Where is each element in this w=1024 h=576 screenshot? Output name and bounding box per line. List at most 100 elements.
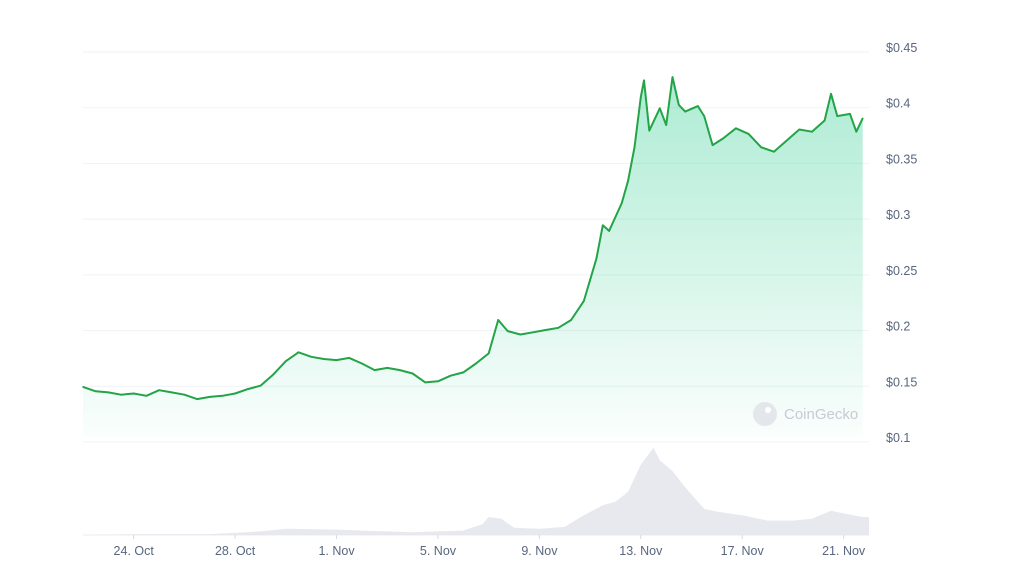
y-tick-label: $0.1 (886, 431, 910, 445)
gecko-logo-icon (753, 402, 777, 426)
y-tick-label: $0.3 (886, 208, 910, 222)
price-line (82, 76, 864, 401)
price-point (570, 319, 572, 321)
price-point (183, 393, 186, 396)
price-point (583, 300, 585, 302)
price-point (335, 359, 338, 361)
price-point (697, 105, 699, 107)
y-tick-label: $0.45 (886, 41, 917, 55)
price-point (132, 392, 135, 395)
price-point (82, 386, 84, 388)
y-tick-label: $0.35 (886, 152, 917, 166)
volume-histogram (83, 447, 869, 535)
x-tick-label: 28. Oct (215, 544, 256, 558)
x-tick-label: 5. Nov (420, 544, 457, 558)
price-point (823, 119, 826, 122)
price-point (557, 327, 560, 329)
price-point (209, 396, 211, 398)
price-point (170, 391, 173, 394)
price-point (711, 144, 714, 146)
price-point (247, 388, 249, 390)
volume-area (83, 447, 869, 535)
coingecko-watermark: CoinGecko (753, 402, 858, 426)
price-point (678, 104, 680, 106)
x-tick-label: 13. Nov (619, 544, 663, 558)
price-point (506, 330, 509, 332)
gecko-logo-eye-icon (765, 407, 771, 413)
x-tick-label: 21. Nov (822, 544, 866, 558)
price-point (849, 113, 851, 115)
price-point (595, 257, 598, 260)
price-point (519, 333, 522, 336)
price-point (120, 393, 122, 396)
price-point (648, 129, 651, 132)
price-point (703, 115, 705, 117)
watermark-text: CoinGecko (784, 406, 858, 423)
price-point (259, 384, 262, 387)
price-point (811, 130, 813, 133)
price-point (735, 127, 737, 130)
price-point (310, 356, 313, 358)
price-point (643, 79, 645, 82)
price-point (747, 133, 750, 135)
price-point (773, 150, 775, 153)
price-point (462, 371, 465, 374)
price-area (83, 77, 863, 437)
price-point (348, 357, 351, 359)
price-point (798, 128, 801, 131)
price-point (836, 115, 839, 117)
y-tick-label: $0.25 (886, 264, 917, 278)
price-point (399, 369, 401, 371)
price-point (627, 179, 629, 182)
y-tick-label: $0.2 (886, 320, 910, 334)
price-point (424, 381, 427, 384)
x-axis: 24. Oct 28. Oct 1. Nov 5. Nov 9. Nov 13. Nov 1… (114, 535, 866, 558)
price-point (785, 139, 788, 142)
price-point (94, 390, 97, 393)
price-point (361, 362, 363, 365)
price-point (285, 360, 287, 363)
price-point (665, 124, 667, 126)
price-point (449, 374, 452, 377)
price-point (323, 358, 325, 360)
price-point (633, 146, 636, 149)
y-tick-label: $0.4 (886, 97, 910, 111)
price-point (297, 351, 300, 354)
price-point (196, 398, 198, 400)
price-point (411, 372, 414, 375)
price-point (659, 107, 661, 110)
price-line-layer (82, 76, 864, 401)
y-axis: $0.45 $0.4 $0.35 $0.3 $0.25 $0.2 $0.15 $0.1 (886, 41, 917, 445)
x-tick-label: 17. Nov (721, 544, 765, 558)
price-point (221, 395, 224, 397)
x-tick-label: 1. Nov (318, 544, 355, 558)
price-point (671, 76, 674, 78)
price-point (830, 93, 832, 95)
price-point (544, 329, 547, 331)
x-tick-label: 9. Nov (521, 544, 558, 558)
price-area-fill (83, 77, 863, 437)
price-point (373, 369, 376, 371)
price-point (487, 352, 490, 355)
price-point (437, 380, 439, 383)
price-point (497, 319, 500, 321)
price-point (621, 202, 623, 204)
price-point (158, 389, 160, 392)
price-point (107, 391, 110, 394)
price-point (532, 331, 534, 334)
x-tick-label: 24. Oct (114, 544, 155, 558)
price-point (602, 224, 604, 227)
price-point (608, 230, 610, 232)
y-tick-label: $0.15 (886, 375, 917, 389)
price-point (386, 367, 389, 369)
price-point (722, 137, 724, 140)
price-point (855, 130, 858, 133)
price-point (475, 362, 477, 365)
price-point (145, 395, 148, 397)
price-point (684, 110, 686, 113)
price-point (640, 96, 642, 98)
price-point (861, 117, 864, 120)
price-point (272, 373, 275, 376)
price-point (760, 146, 762, 149)
